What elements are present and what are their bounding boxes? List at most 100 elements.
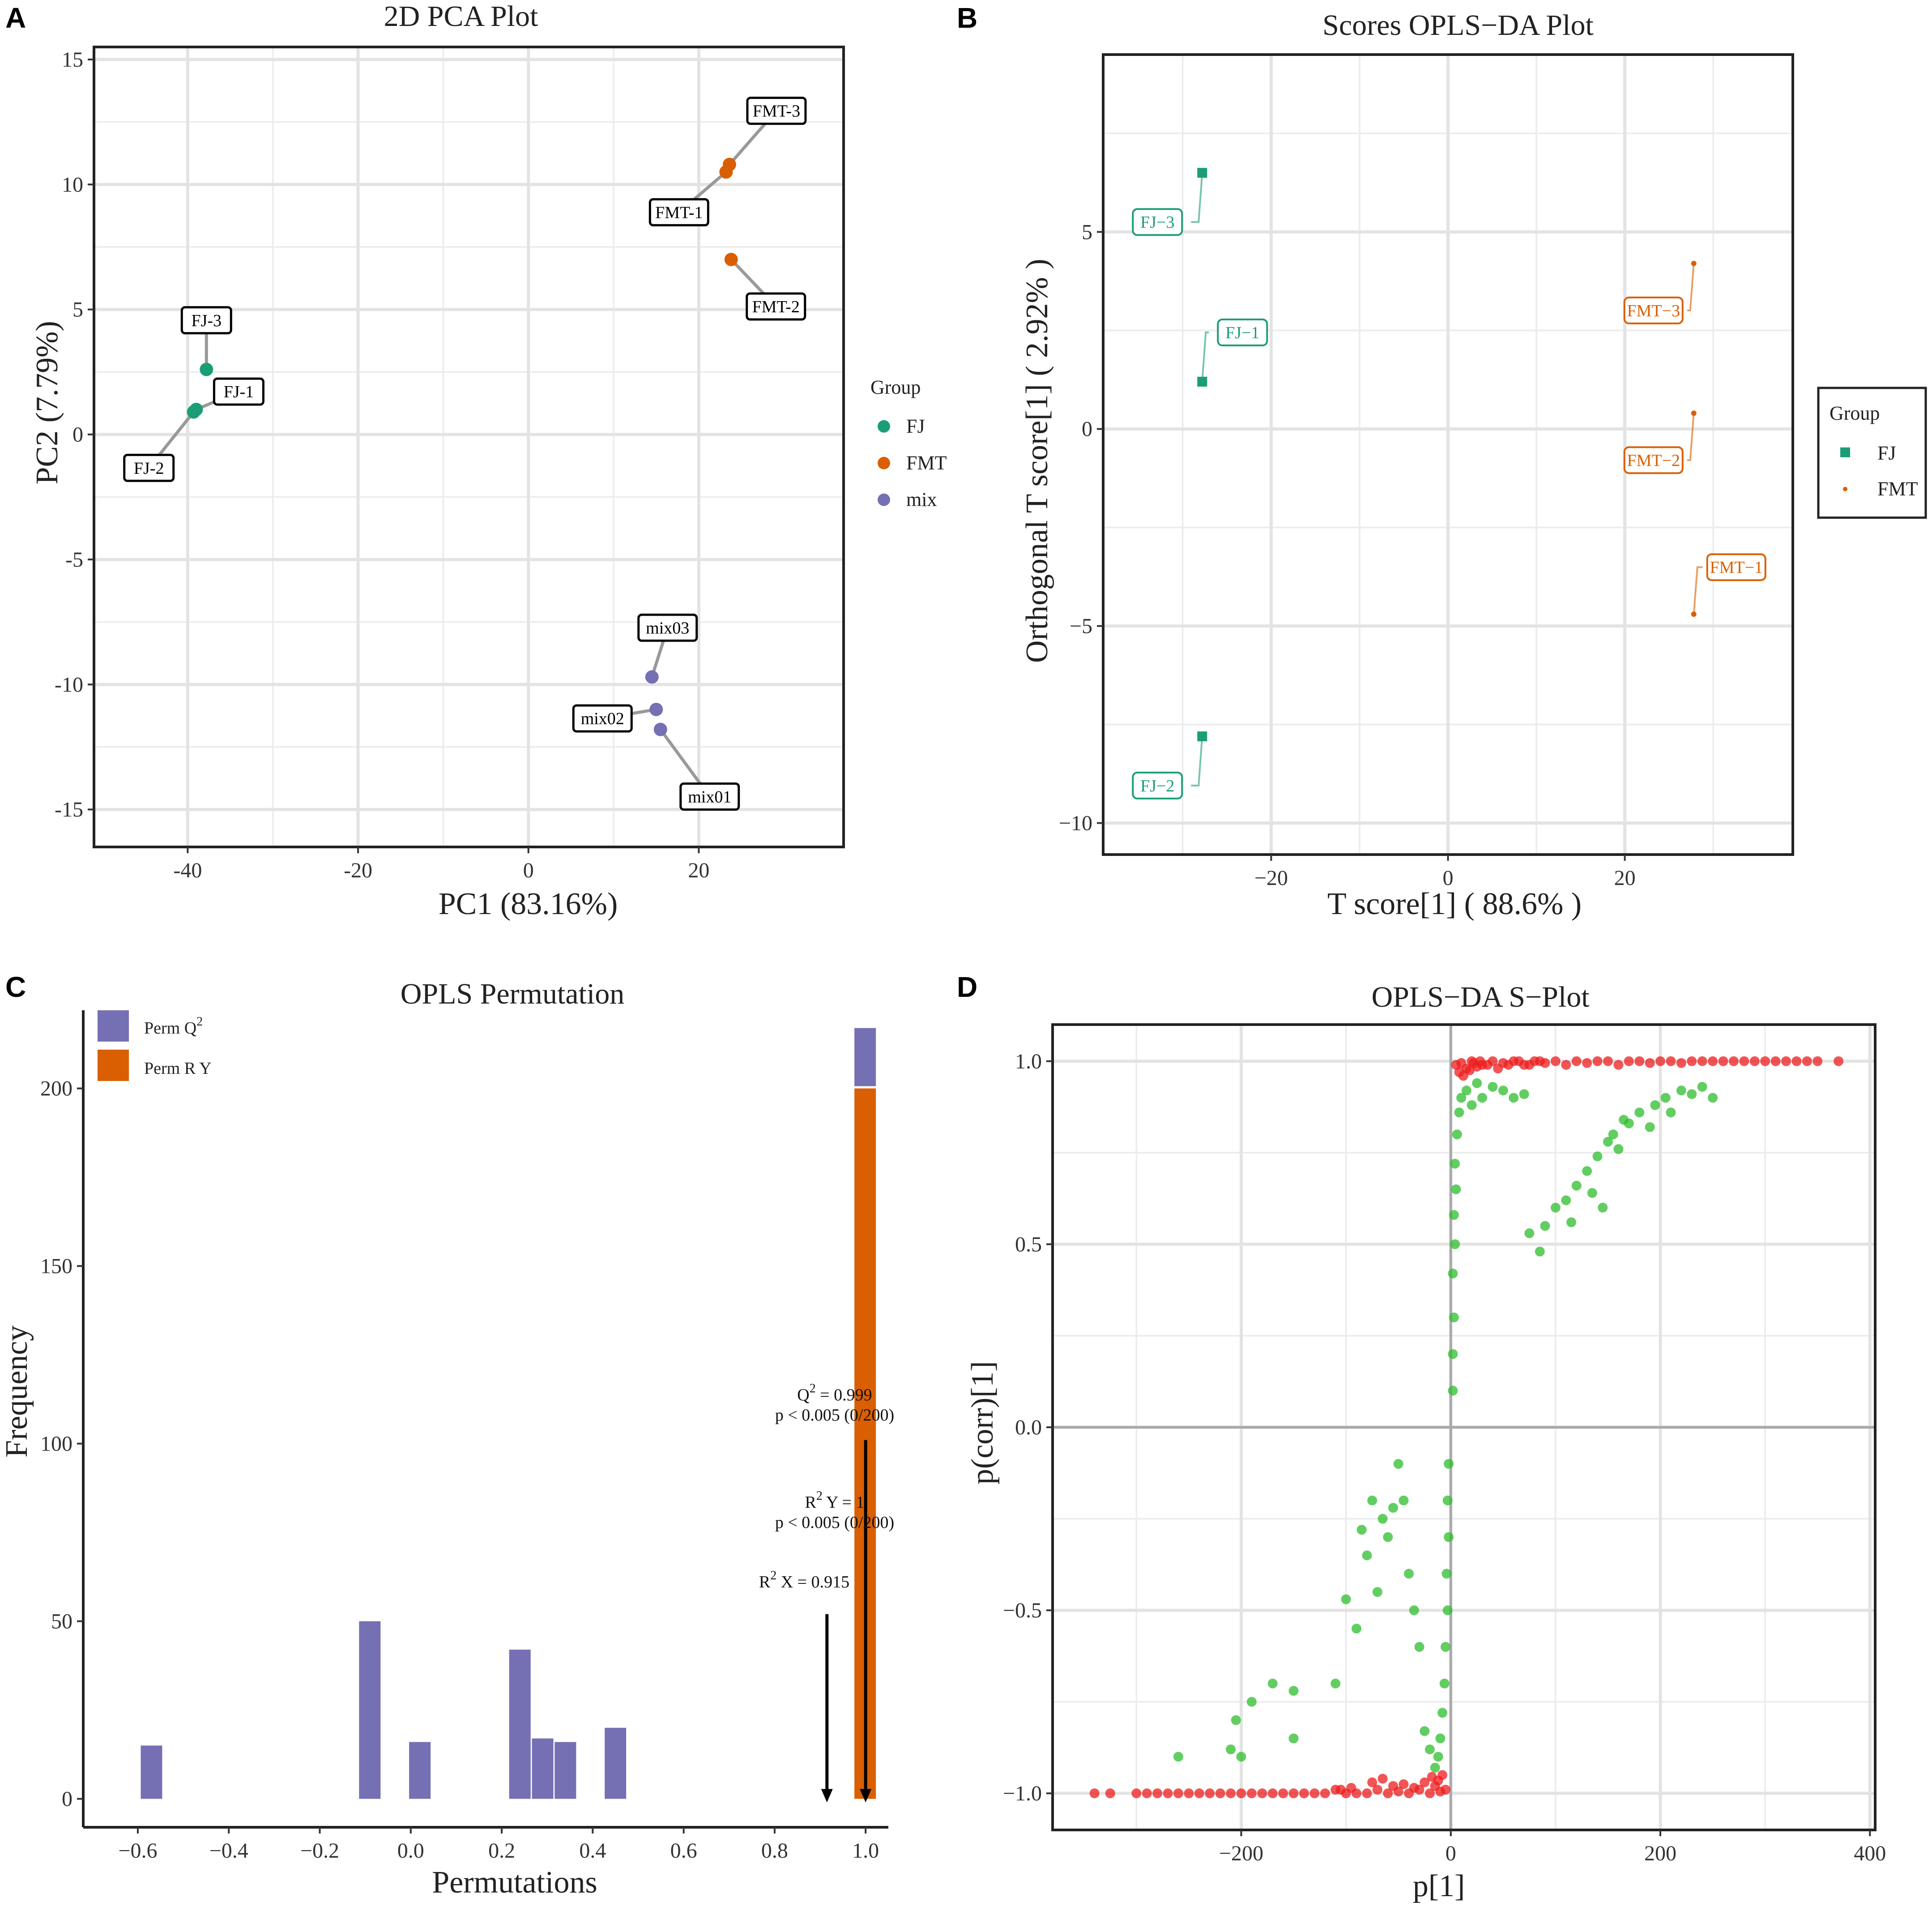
bar-perm-q2 [532, 1738, 554, 1799]
point-non-significant [1592, 1151, 1603, 1161]
point-non-significant [1645, 1122, 1655, 1132]
point-vip-significant [1687, 1056, 1697, 1066]
label-fmt-1: FMT-1 [655, 203, 703, 222]
point-vip-significant [1482, 1060, 1493, 1070]
point-vip-significant [1309, 1788, 1320, 1799]
label-FJ−2: FJ−2 [1140, 777, 1174, 796]
point-non-significant [1433, 1752, 1443, 1762]
arrow-q2-r2y-head [860, 1789, 872, 1803]
y-tick-label: 10 [62, 173, 83, 196]
label-mix01: mix01 [688, 787, 731, 806]
point-non-significant [1687, 1089, 1697, 1099]
x-tick-label: 400 [1854, 1842, 1886, 1865]
legend-a-fj-swatch [878, 420, 890, 433]
point-vip-significant [1697, 1056, 1707, 1066]
point-FMT−3 [1691, 260, 1697, 266]
label-leader [1693, 566, 1703, 614]
y-tick-label: −1.0 [1003, 1782, 1042, 1805]
point-non-significant [1267, 1678, 1278, 1689]
label-mix02-box [572, 704, 633, 733]
point-non-significant [1288, 1733, 1299, 1744]
plot-b-opls-da-scores: FJ−3 FJ−1 FJ−2 FMT−3 FMT−2 FMT−1 −20 0 20 5 0 −5 −10 [1059, 53, 1794, 890]
label-mix01-box [679, 782, 740, 811]
point-vip-significant [1424, 1788, 1435, 1799]
x-tick-label: 0.4 [579, 1839, 606, 1863]
y-tick-label: 0 [73, 423, 83, 447]
point-non-significant [1331, 1678, 1341, 1689]
x-tick-label: 200 [1644, 1842, 1676, 1865]
point-vip-significant [1409, 1783, 1419, 1793]
label-FMT−2-box [1623, 446, 1684, 474]
xlabel-b: T score[1] ( 88.6% ) [1327, 887, 1582, 921]
x-tick-label: 0.6 [670, 1839, 697, 1863]
point-non-significant [1352, 1624, 1362, 1634]
label-leader [1687, 413, 1695, 461]
point-vip-significant [1388, 1781, 1398, 1791]
point-vip-significant [1728, 1056, 1739, 1066]
x-tick-label: −0.6 [118, 1839, 157, 1863]
x-tick-label: 1.0 [852, 1839, 879, 1863]
y-tick-label: 0 [62, 1787, 73, 1811]
point-vip-significant [1288, 1788, 1299, 1799]
y-tick-label: −5 [1070, 614, 1092, 638]
annotation-r2y-pvalue: p < 0.005 (0/200) [775, 1513, 894, 1532]
point-vip-significant [1427, 1772, 1437, 1782]
point-FJ−3 [1197, 168, 1207, 178]
point-non-significant [1676, 1085, 1686, 1096]
point-non-significant [1488, 1082, 1498, 1092]
point-vip-significant [1524, 1060, 1535, 1070]
y-tick-label: 50 [51, 1610, 73, 1634]
legend-a-mix-swatch [878, 494, 890, 506]
bar-perm-q2 [409, 1742, 431, 1799]
x-tick-label: −0.4 [209, 1839, 248, 1863]
y-tick-label: -10 [55, 673, 83, 697]
x-tick-label: −0.2 [300, 1839, 339, 1863]
label-mix02: mix02 [581, 710, 624, 728]
point-fj-2 [187, 405, 200, 419]
point-fmt-2 [724, 252, 738, 266]
point-vip-significant [1781, 1056, 1791, 1066]
point-vip-significant [1142, 1788, 1152, 1799]
y-tick-label: −10 [1059, 812, 1092, 835]
point-non-significant [1404, 1569, 1414, 1579]
point-FMT−1 [1691, 611, 1697, 617]
x-tick-label: 20 [1614, 866, 1636, 890]
point-vip-significant [1834, 1056, 1844, 1066]
y-tick-label: 200 [40, 1077, 73, 1101]
y-tick-label: -5 [65, 548, 83, 571]
point-non-significant [1451, 1184, 1461, 1195]
plot-a-pca: FJ-1 FJ-2 FJ-3 FMT-1 FMT-2 FMT-3 mix01 mix02 mix… [55, 46, 845, 882]
point-vip-significant [1802, 1056, 1812, 1066]
point-non-significant [1660, 1093, 1671, 1103]
point-fmt-3 [722, 157, 736, 171]
point-FJ−1 [1197, 377, 1207, 387]
legend-b: Group FJ FMT [1817, 387, 1927, 519]
point-vip-significant [1372, 1785, 1382, 1795]
point-non-significant [1439, 1678, 1450, 1689]
label-fmt-3-box [746, 97, 807, 125]
point-vip-significant [1655, 1056, 1666, 1066]
label-fj-1: FJ-1 [224, 383, 254, 401]
point-vip-significant [1378, 1774, 1388, 1784]
label-mix03-box [637, 613, 698, 642]
panel-letter-b: B [957, 2, 977, 34]
point-vip-significant [1420, 1777, 1430, 1787]
label-leader [1191, 173, 1203, 223]
point-vip-significant [1645, 1058, 1655, 1068]
label-leader [1191, 736, 1203, 787]
point-non-significant [1650, 1100, 1660, 1110]
annotation-q2-symbol: Q [797, 1386, 809, 1404]
point-non-significant [1608, 1129, 1618, 1140]
y-tick-label: -15 [55, 798, 83, 821]
point-non-significant [1414, 1642, 1424, 1652]
point-vip-significant [1215, 1788, 1225, 1799]
point-vip-significant [1362, 1788, 1372, 1799]
legend-a: Group FJ FMT mix [870, 376, 947, 511]
point-non-significant [1448, 1268, 1458, 1279]
label-FJ−2-box [1132, 771, 1183, 800]
annotation-r2y-rest: Y = 1 [823, 1493, 865, 1512]
label-fj-3: FJ-3 [191, 311, 222, 330]
point-non-significant [1367, 1495, 1378, 1506]
point-non-significant [1383, 1532, 1393, 1542]
y-tick-label: 0.0 [1015, 1416, 1042, 1439]
